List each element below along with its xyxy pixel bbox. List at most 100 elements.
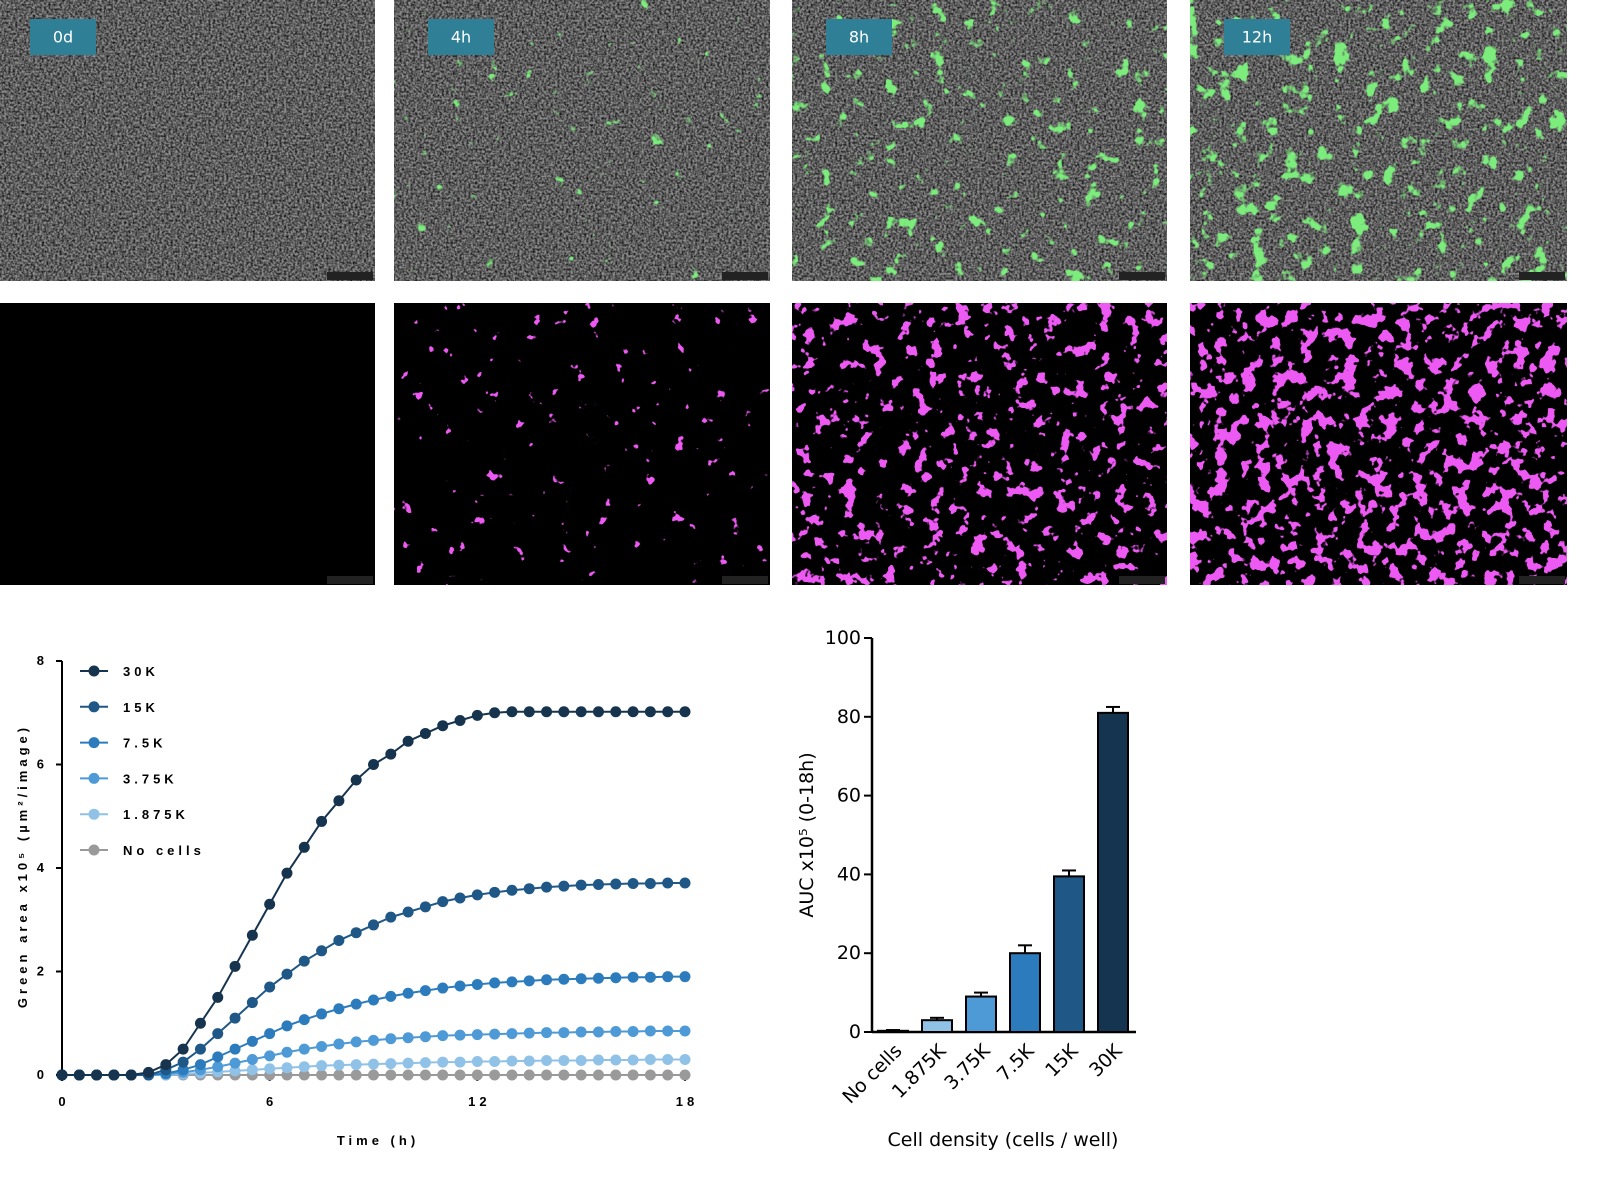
data-point [177, 1056, 189, 1068]
y-tick-label: 6 [37, 757, 48, 772]
timestamp-box [1119, 576, 1165, 584]
data-point [56, 1069, 68, 1081]
data-point [644, 1069, 656, 1081]
data-point [333, 1069, 345, 1081]
data-point [281, 1020, 293, 1032]
data-point [212, 991, 224, 1003]
data-point [471, 1069, 483, 1081]
data-point [368, 919, 379, 931]
data-point [437, 1056, 449, 1068]
data-point [385, 1033, 397, 1045]
data-point [558, 973, 570, 985]
data-point [679, 1025, 691, 1037]
data-point [402, 1069, 414, 1081]
data-point [298, 955, 310, 967]
data-point [333, 934, 345, 946]
magenta-mask [792, 303, 1167, 585]
bar [1009, 952, 1041, 1034]
data-point [402, 1057, 414, 1069]
data-point [575, 1026, 587, 1038]
data-point [264, 898, 276, 910]
data-point [264, 1050, 276, 1062]
data-point [662, 877, 674, 889]
data-point [246, 1053, 258, 1065]
data-point [523, 1069, 535, 1081]
data-point [177, 1064, 189, 1076]
data-point [558, 1055, 570, 1067]
data-point [246, 929, 258, 941]
data-point [454, 1069, 466, 1081]
data-point [385, 748, 397, 760]
data-point [558, 706, 570, 718]
legend-label: 15K [123, 700, 159, 715]
data-point [125, 1069, 137, 1081]
data-point [316, 945, 328, 957]
y-axis-label: AUC x10⁵ (0-18h) [796, 752, 818, 917]
data-point [281, 1062, 293, 1074]
legend-marker [88, 844, 100, 856]
timestamp-box [1119, 272, 1165, 280]
data-point [471, 1056, 483, 1068]
y-tick-label: 2 [37, 964, 48, 979]
data-point [281, 968, 293, 980]
data-point [229, 960, 241, 972]
data-point [610, 1026, 622, 1038]
data-point [229, 1043, 241, 1055]
data-point [350, 1059, 362, 1071]
data-point [644, 706, 656, 718]
time-label: 8h [849, 28, 869, 47]
data-point [575, 1055, 587, 1067]
data-point [194, 1043, 206, 1055]
data-point [610, 1069, 622, 1081]
data-point [212, 1028, 224, 1040]
data-point [229, 1012, 241, 1024]
data-point [506, 976, 518, 988]
data-point [523, 1027, 535, 1039]
data-point [471, 978, 483, 990]
bar [965, 995, 997, 1033]
data-point [316, 1060, 328, 1072]
data-point [679, 877, 691, 889]
data-point [194, 1059, 206, 1071]
data-point [419, 1031, 431, 1043]
data-point [489, 707, 501, 719]
x-tick-label: 30K [1085, 1040, 1127, 1082]
data-point [298, 1043, 310, 1055]
data-point [471, 709, 483, 721]
data-point [489, 977, 501, 989]
timestamp-box [722, 576, 768, 584]
data-point [350, 1069, 362, 1081]
data-point [91, 1069, 103, 1081]
x-tick-label: 6 [266, 1094, 277, 1109]
time-label: 12h [1242, 28, 1273, 47]
data-point [627, 1069, 639, 1081]
data-point [454, 892, 466, 904]
data-point [437, 720, 449, 732]
data-point [437, 896, 449, 908]
data-point [143, 1066, 155, 1078]
data-point [627, 1026, 639, 1038]
mask-image [0, 303, 375, 585]
x-axis-label: Cell density (cells / well) [888, 1129, 1119, 1151]
data-point [592, 706, 604, 718]
legend-marker [88, 665, 100, 677]
data-point [506, 1055, 518, 1067]
data-point [471, 1029, 483, 1041]
data-point [385, 911, 397, 923]
data-point [402, 906, 414, 918]
bar [1097, 711, 1129, 1033]
data-point [575, 879, 587, 891]
data-point [402, 987, 414, 999]
data-point [592, 1054, 604, 1066]
data-point [264, 1028, 276, 1040]
data-point [627, 1054, 639, 1066]
timestamp-box [722, 272, 768, 280]
time-label: 4h [451, 28, 471, 47]
data-point [506, 706, 518, 718]
timestamp-box [1519, 272, 1565, 280]
data-point [437, 1030, 449, 1042]
data-point [402, 1032, 414, 1044]
time-label-box [428, 19, 494, 55]
data-point [644, 1025, 656, 1037]
